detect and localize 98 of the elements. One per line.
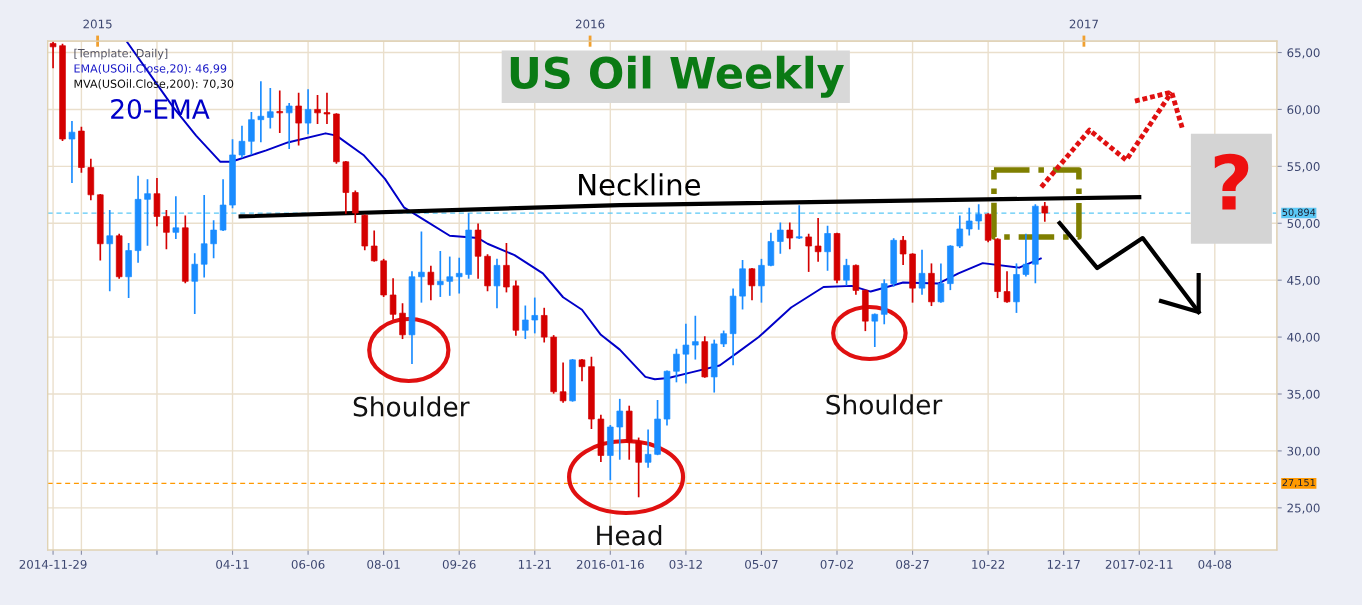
candlestick [191, 253, 198, 315]
candlestick [616, 398, 624, 460]
candlestick [1003, 271, 1011, 303]
x-tick-label: 2016-01-16 [576, 559, 644, 569]
candlestick [427, 265, 435, 301]
candlestick [965, 207, 973, 236]
candlestick [399, 303, 406, 340]
y-tick-label: 65,00 [1287, 48, 1320, 59]
x-tick-label: 2017-02-11 [1105, 559, 1173, 569]
candlestick [285, 102, 293, 149]
y-tick-label: 25,00 [1287, 503, 1320, 514]
candlestick [323, 92, 331, 124]
candlestick [295, 92, 302, 146]
ref-line-label: 27,151 [1282, 478, 1315, 488]
candlestick [682, 323, 690, 384]
candlestick [1041, 201, 1049, 222]
candlestick [493, 258, 501, 309]
candlestick [1022, 233, 1030, 277]
candlestick [163, 209, 170, 250]
candlestick [767, 232, 775, 267]
annotation: [Template: Daily] [74, 48, 168, 60]
series-label: Neckline [579, 173, 701, 196]
candlestick [522, 305, 529, 340]
y-tick-label: 55,00 [1287, 162, 1320, 173]
candlestick [437, 250, 444, 297]
candlestick [540, 307, 548, 343]
candlestick [635, 437, 642, 498]
annotation: Shoulder [826, 394, 943, 415]
y-tick-label: 40,00 [1287, 332, 1320, 343]
candlestick [200, 195, 208, 278]
x-tick-label: 05-07 [745, 559, 778, 569]
y-tick-label: 60,00 [1287, 105, 1320, 116]
candlestick [210, 220, 217, 259]
candlestick [144, 179, 151, 246]
candlestick [899, 236, 907, 266]
candlestick [418, 231, 425, 303]
candlestick [172, 196, 180, 239]
candlestick [975, 204, 982, 230]
x-tick-label: 07-02 [820, 559, 853, 569]
candlestick [748, 267, 756, 301]
candlestick [248, 112, 255, 155]
candlestick [455, 257, 463, 294]
candlestick [370, 230, 378, 262]
candlestick [795, 205, 803, 239]
y-tick-label: 30,00 [1287, 446, 1320, 457]
candlestick [777, 222, 784, 254]
candlestick [805, 233, 812, 272]
x-tick-label: 04-11 [216, 559, 249, 569]
x2-tick-label: 2016 [575, 19, 605, 29]
candlestick [758, 258, 765, 303]
x-tick-label: 08-01 [367, 559, 400, 569]
candlestick [578, 359, 586, 382]
candlestick [871, 313, 879, 348]
candlestick [644, 429, 652, 468]
candlestick [267, 88, 274, 129]
candlestick [238, 125, 246, 159]
candlestick [276, 90, 283, 134]
candlestick [824, 225, 831, 271]
annotation: ? [1214, 153, 1249, 210]
candlestick [559, 362, 567, 403]
candlestick [673, 348, 680, 383]
x-tick-label: 11-21 [518, 559, 551, 569]
candlestick [304, 89, 312, 135]
candlestick [352, 190, 359, 223]
x-tick-label: 08-27 [896, 559, 929, 569]
candlestick [814, 217, 822, 262]
candlestick [106, 209, 113, 292]
candlestick [843, 258, 850, 286]
y-tick-label: 45,00 [1287, 275, 1320, 287]
ref-line-label: 50,894 [1282, 208, 1316, 217]
candlestick [918, 249, 926, 295]
annotation: Shoulder [353, 396, 470, 417]
x2-tick-label: 2017 [1069, 19, 1098, 29]
candlestick [314, 94, 321, 124]
x-tick-label: 2014-11-29 [19, 559, 87, 569]
candlestick [49, 41, 57, 69]
y-tick-label: 50,00 [1287, 218, 1320, 230]
candlestick [956, 215, 964, 249]
candlestick [153, 178, 161, 227]
x-tick-label: 09-26 [442, 559, 476, 569]
y-tick-label: 35,00 [1287, 389, 1320, 400]
candlestick [257, 81, 265, 143]
candlestick [937, 263, 945, 303]
x-tick-label: 04-08 [1198, 559, 1232, 569]
candlestick [446, 256, 454, 296]
candlestick [68, 121, 76, 184]
chart-title: US Oil Weekly [510, 55, 844, 98]
x-tick-label: 03-12 [669, 559, 702, 569]
candlestick [503, 242, 510, 293]
x-tick-label: 10-22 [972, 559, 1005, 569]
annotation: Head [597, 524, 662, 546]
x2-tick-label: 2015 [83, 19, 112, 29]
candlestick [786, 222, 794, 250]
candlestick [531, 297, 539, 334]
x-tick-label: 06-06 [291, 559, 325, 569]
candlestick [692, 315, 699, 360]
x-tick-label: 12-17 [1047, 559, 1080, 569]
candlestick [389, 278, 397, 320]
